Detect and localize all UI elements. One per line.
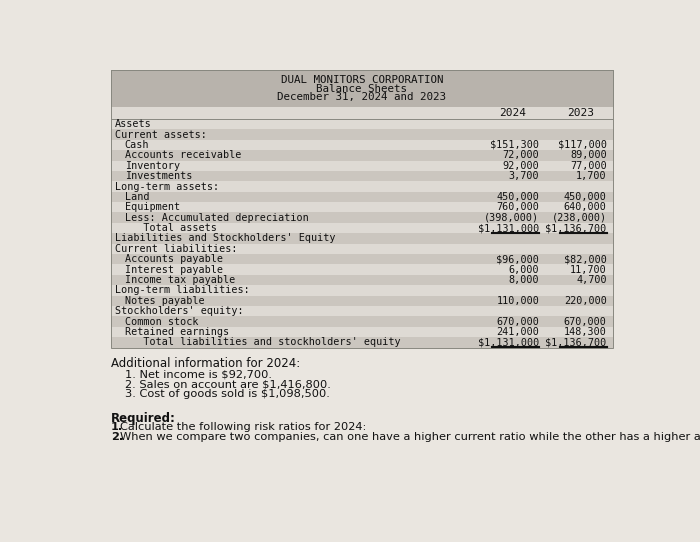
FancyBboxPatch shape	[111, 212, 613, 223]
FancyBboxPatch shape	[111, 223, 613, 233]
Text: 3. Cost of goods sold is $1,098,500.: 3. Cost of goods sold is $1,098,500.	[125, 389, 330, 399]
Text: 6,000: 6,000	[509, 264, 539, 275]
Text: Long-term liabilities:: Long-term liabilities:	[115, 286, 249, 295]
Text: Required:: Required:	[111, 411, 176, 424]
Text: DUAL MONITORS CORPORATION: DUAL MONITORS CORPORATION	[281, 75, 443, 86]
Text: Current liabilities:: Current liabilities:	[115, 244, 237, 254]
FancyBboxPatch shape	[111, 150, 613, 160]
FancyBboxPatch shape	[111, 233, 613, 244]
FancyBboxPatch shape	[111, 182, 613, 192]
Text: (398,000): (398,000)	[484, 212, 539, 223]
Text: Income tax payable: Income tax payable	[125, 275, 235, 285]
Text: 760,000: 760,000	[496, 202, 539, 212]
FancyBboxPatch shape	[111, 327, 613, 337]
Text: 148,300: 148,300	[564, 327, 607, 337]
Text: Investments: Investments	[125, 171, 192, 181]
Text: 110,000: 110,000	[496, 296, 539, 306]
Text: 670,000: 670,000	[496, 317, 539, 327]
Text: 72,000: 72,000	[503, 150, 539, 160]
Text: 4,700: 4,700	[576, 275, 607, 285]
FancyBboxPatch shape	[111, 70, 613, 107]
Text: 89,000: 89,000	[570, 150, 607, 160]
Text: When we compare two companies, can one have a higher current ratio while the oth: When we compare two companies, can one h…	[120, 433, 700, 442]
Text: 11,700: 11,700	[570, 264, 607, 275]
Text: Cash: Cash	[125, 140, 149, 150]
Text: Current assets:: Current assets:	[115, 130, 206, 139]
Text: $1,136,700: $1,136,700	[545, 338, 607, 347]
Text: 77,000: 77,000	[570, 161, 607, 171]
FancyBboxPatch shape	[111, 275, 613, 285]
Text: December 31, 2024 and 2023: December 31, 2024 and 2023	[277, 92, 447, 102]
FancyBboxPatch shape	[111, 317, 613, 327]
Text: Long-term assets:: Long-term assets:	[115, 182, 218, 191]
FancyBboxPatch shape	[111, 107, 613, 119]
Text: $1,131,000: $1,131,000	[478, 223, 539, 233]
Text: 92,000: 92,000	[503, 161, 539, 171]
Text: Total assets: Total assets	[125, 223, 216, 233]
Text: Land: Land	[125, 192, 149, 202]
Text: Common stock: Common stock	[125, 317, 198, 327]
FancyBboxPatch shape	[111, 171, 613, 182]
FancyBboxPatch shape	[111, 295, 613, 306]
Text: 2.: 2.	[111, 433, 123, 442]
Text: 1. Net income is $92,700.: 1. Net income is $92,700.	[125, 369, 272, 379]
Text: Total liabilities and stockholders' equity: Total liabilities and stockholders' equi…	[125, 338, 400, 347]
Text: 670,000: 670,000	[564, 317, 607, 327]
FancyBboxPatch shape	[111, 244, 613, 254]
Text: Inventory: Inventory	[125, 161, 180, 171]
Text: Stockholders' equity:: Stockholders' equity:	[115, 306, 244, 316]
Text: Calculate the following risk ratios for 2024:: Calculate the following risk ratios for …	[120, 422, 366, 433]
Text: Less: Accumulated depreciation: Less: Accumulated depreciation	[125, 212, 309, 223]
Text: 2. Sales on account are $1,416,800.: 2. Sales on account are $1,416,800.	[125, 379, 330, 389]
Text: 640,000: 640,000	[564, 202, 607, 212]
Text: (238,000): (238,000)	[552, 212, 607, 223]
Text: 1,700: 1,700	[576, 171, 607, 181]
FancyBboxPatch shape	[111, 337, 613, 347]
Text: 2023: 2023	[567, 108, 594, 118]
Text: Interest payable: Interest payable	[125, 264, 223, 275]
FancyBboxPatch shape	[111, 192, 613, 202]
FancyBboxPatch shape	[111, 285, 613, 295]
FancyBboxPatch shape	[111, 140, 613, 150]
Text: Liabilities and Stockholders' Equity: Liabilities and Stockholders' Equity	[115, 234, 335, 243]
Text: 450,000: 450,000	[564, 192, 607, 202]
Text: Notes payable: Notes payable	[125, 296, 204, 306]
FancyBboxPatch shape	[111, 119, 613, 130]
Text: Retained earnings: Retained earnings	[125, 327, 229, 337]
Text: $82,000: $82,000	[564, 254, 607, 264]
Text: Additional information for 2024:: Additional information for 2024:	[111, 357, 300, 370]
Text: $1,131,000: $1,131,000	[478, 338, 539, 347]
Text: 8,000: 8,000	[509, 275, 539, 285]
Text: $151,300: $151,300	[490, 140, 539, 150]
Text: 220,000: 220,000	[564, 296, 607, 306]
Text: Accounts receivable: Accounts receivable	[125, 150, 241, 160]
Text: Accounts payable: Accounts payable	[125, 254, 223, 264]
Text: 2024: 2024	[498, 108, 526, 118]
FancyBboxPatch shape	[111, 130, 613, 140]
Text: $117,000: $117,000	[558, 140, 607, 150]
FancyBboxPatch shape	[111, 306, 613, 317]
Text: 450,000: 450,000	[496, 192, 539, 202]
Text: Assets: Assets	[115, 119, 151, 129]
Text: 1.: 1.	[111, 422, 123, 433]
FancyBboxPatch shape	[111, 264, 613, 275]
Text: 241,000: 241,000	[496, 327, 539, 337]
Text: $1,136,700: $1,136,700	[545, 223, 607, 233]
Text: Equipment: Equipment	[125, 202, 180, 212]
FancyBboxPatch shape	[111, 254, 613, 264]
Text: 3,700: 3,700	[509, 171, 539, 181]
Text: Balance Sheets: Balance Sheets	[316, 84, 407, 94]
FancyBboxPatch shape	[111, 202, 613, 212]
Text: $96,000: $96,000	[496, 254, 539, 264]
FancyBboxPatch shape	[111, 160, 613, 171]
